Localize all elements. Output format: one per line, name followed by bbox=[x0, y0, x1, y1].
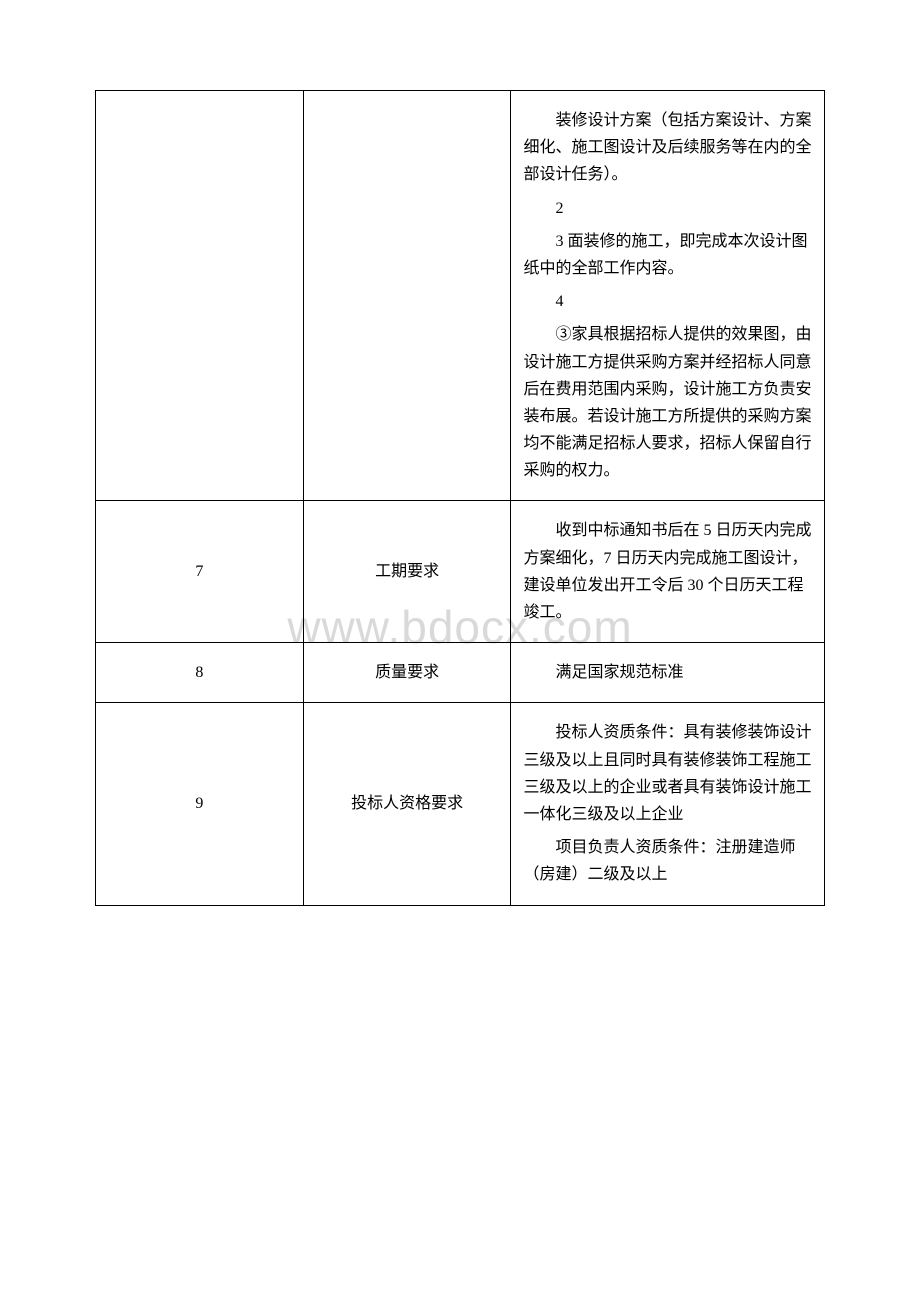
row-label-cell: 质量要求 bbox=[303, 643, 511, 703]
row-label-cell bbox=[303, 91, 511, 501]
table-row: 7 工期要求 收到中标通知书后在 5 日历天内完成方案细化，7 日历天内完成施工… bbox=[96, 501, 825, 643]
table-row: 8 质量要求 满足国家规范标准 bbox=[96, 643, 825, 703]
row-label-cell: 工期要求 bbox=[303, 501, 511, 643]
content-paragraph: 2 bbox=[523, 195, 812, 222]
content-paragraph: 项目负责人资质条件：注册建造师（房建）二级及以上 bbox=[523, 834, 812, 888]
content-paragraph: 4 bbox=[523, 288, 812, 315]
row-number-cell: 8 bbox=[96, 643, 304, 703]
content-paragraph: 满足国家规范标准 bbox=[523, 659, 812, 686]
row-label-cell: 投标人资格要求 bbox=[303, 703, 511, 905]
content-paragraph: 投标人资质条件：具有装修装饰设计三级及以上且同时具有装修装饰工程施工三级及以上的… bbox=[523, 719, 812, 828]
table-row: 装修设计方案（包括方案设计、方案细化、施工图设计及后续服务等在内的全部设计任务）… bbox=[96, 91, 825, 501]
content-paragraph: 3 面装修的施工，即完成本次设计图纸中的全部工作内容。 bbox=[523, 228, 812, 282]
page-container: 装修设计方案（包括方案设计、方案细化、施工图设计及后续服务等在内的全部设计任务）… bbox=[0, 0, 920, 946]
content-paragraph: ③家具根据招标人提供的效果图，由设计施工方提供采购方案并经招标人同意后在费用范围… bbox=[523, 321, 812, 484]
row-content-cell: 装修设计方案（包括方案设计、方案细化、施工图设计及后续服务等在内的全部设计任务）… bbox=[511, 91, 825, 501]
content-paragraph: 收到中标通知书后在 5 日历天内完成方案细化，7 日历天内完成施工图设计，建设单… bbox=[523, 517, 812, 626]
table-wrap: 装修设计方案（包括方案设计、方案细化、施工图设计及后续服务等在内的全部设计任务）… bbox=[95, 90, 825, 906]
table-row: 9 投标人资格要求 投标人资质条件：具有装修装饰设计三级及以上且同时具有装修装饰… bbox=[96, 703, 825, 905]
row-number-cell: 7 bbox=[96, 501, 304, 643]
row-number-cell bbox=[96, 91, 304, 501]
row-content-cell: 收到中标通知书后在 5 日历天内完成方案细化，7 日历天内完成施工图设计，建设单… bbox=[511, 501, 825, 643]
row-number-cell: 9 bbox=[96, 703, 304, 905]
content-paragraph: 装修设计方案（包括方案设计、方案细化、施工图设计及后续服务等在内的全部设计任务）… bbox=[523, 107, 812, 189]
main-table: 装修设计方案（包括方案设计、方案细化、施工图设计及后续服务等在内的全部设计任务）… bbox=[95, 90, 825, 906]
row-content-cell: 投标人资质条件：具有装修装饰设计三级及以上且同时具有装修装饰工程施工三级及以上的… bbox=[511, 703, 825, 905]
row-content-cell: 满足国家规范标准 bbox=[511, 643, 825, 703]
